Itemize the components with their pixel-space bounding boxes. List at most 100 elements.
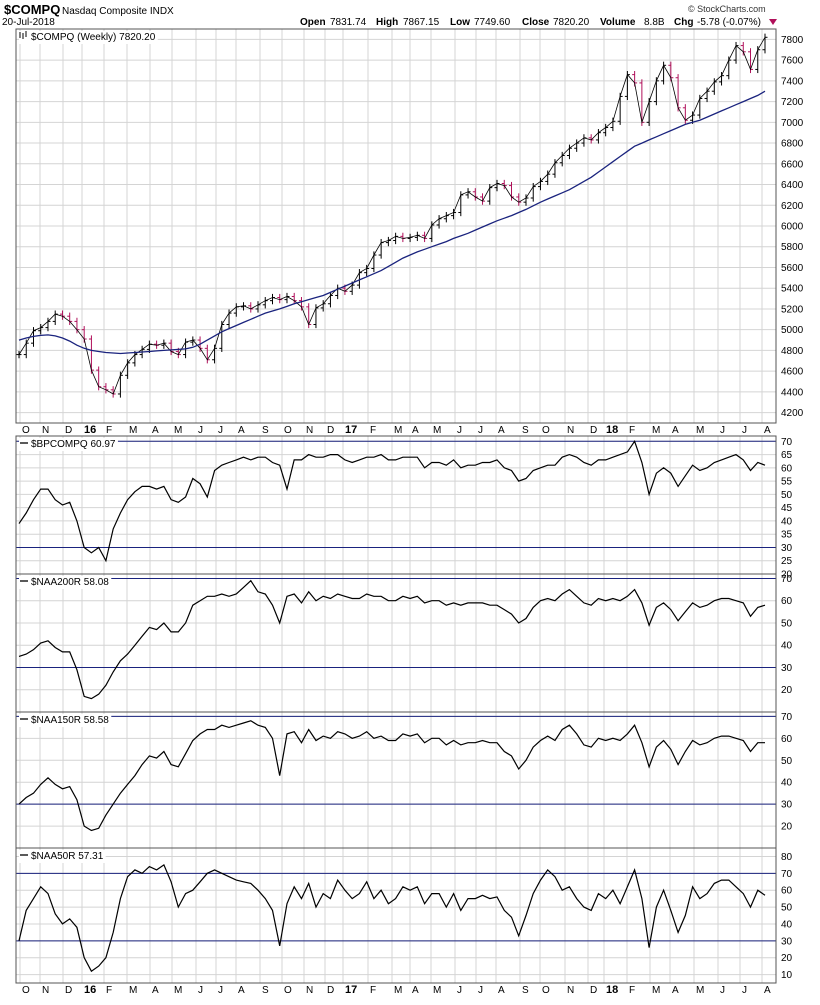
x-tick-label: M	[129, 425, 137, 436]
panel-title: $NAA50R 57.31	[31, 851, 104, 862]
price-bar	[436, 215, 442, 229]
x-tick-label: F	[629, 985, 635, 996]
x-tick-label: O	[542, 985, 550, 996]
y-tick-label: 25	[781, 556, 793, 567]
x-tick-label: J	[720, 425, 725, 436]
y-tick-label: 7600	[781, 56, 804, 67]
close-value: 7820.20	[553, 17, 590, 28]
x-tick-label: D	[327, 985, 334, 996]
panel-frame	[15, 573, 777, 713]
panel-title-backing	[19, 576, 112, 589]
y-tick-label: 7800	[781, 35, 804, 46]
y-tick-label: 30	[781, 543, 793, 554]
panel-title-backing	[19, 714, 112, 727]
x-tick-label: M	[433, 985, 441, 996]
x-tick-label: S	[262, 985, 269, 996]
x-tick-label: J	[198, 425, 203, 436]
y-tick-label: 60	[781, 463, 793, 474]
x-tick-label: F	[629, 425, 635, 436]
x-tick-label: A	[764, 985, 771, 996]
x-tick-label: D	[65, 425, 72, 436]
x-tick-label: J	[457, 985, 462, 996]
price-bar	[610, 117, 616, 132]
x-tick-label: A	[672, 425, 679, 436]
y-tick-label: 7400	[781, 76, 804, 87]
price-bar	[617, 92, 623, 125]
y-tick-label: 40	[781, 919, 793, 930]
price-bar	[588, 134, 594, 144]
price-bar	[284, 292, 290, 304]
x-tick-label: F	[370, 425, 376, 436]
index-name: Nasdaq Composite INDX	[62, 6, 174, 17]
price-bar	[269, 293, 275, 305]
price-bar	[393, 232, 399, 245]
price-bar	[125, 359, 131, 379]
y-tick-label: 10	[781, 970, 793, 981]
indicator-line	[18, 439, 766, 563]
x-tick-label: 17	[345, 424, 357, 436]
x-tick-label: M	[129, 985, 137, 996]
price-bar	[639, 79, 645, 126]
high-value: 7867.15	[403, 17, 440, 28]
x-tick-label: D	[327, 425, 334, 436]
x-tick-label: J	[720, 985, 725, 996]
y-tick-label: 50	[781, 903, 793, 914]
x-tick-label: 16	[84, 424, 96, 436]
x-tick-label: D	[590, 425, 597, 436]
x-tick-label: J	[742, 425, 747, 436]
x-tick-label: 18	[606, 424, 618, 436]
y-tick-label: 70	[781, 437, 793, 448]
x-tick-label: M	[174, 985, 182, 996]
price-bar	[523, 194, 529, 206]
y-tick-label: 5800	[781, 242, 804, 253]
high-label: High	[376, 17, 398, 28]
panel-title-backing	[19, 438, 118, 451]
y-tick-label: 5400	[781, 284, 804, 295]
price-bar	[226, 309, 232, 329]
x-tick-label: A	[238, 425, 245, 436]
price-bar	[719, 72, 725, 86]
y-tick-label: 7000	[781, 118, 804, 129]
x-tick-label: N	[42, 985, 49, 996]
y-tick-label: 60	[781, 596, 793, 607]
x-tick-label: M	[652, 425, 660, 436]
x-tick-label: N	[567, 425, 574, 436]
symbol-title: $COMPQ	[4, 2, 60, 17]
y-tick-label: 60	[781, 734, 793, 745]
chg-label: Chg	[674, 17, 693, 28]
chg-value: -5.78 (-0.07%)	[697, 17, 761, 28]
x-tick-label: A	[152, 425, 159, 436]
x-tick-label: N	[306, 425, 313, 436]
price-bar	[74, 317, 80, 334]
y-tick-label: 4200	[781, 408, 804, 419]
chart-date: 20-Jul-2018	[2, 17, 55, 28]
panel-title-backing	[19, 850, 106, 863]
panel-title: $COMPQ (Weekly) 7820.20	[31, 32, 156, 43]
x-tick-label: M	[696, 425, 704, 436]
price-line	[18, 37, 766, 395]
panel-title: $BPCOMPQ 60.97	[31, 439, 116, 450]
price-bar	[52, 310, 58, 326]
y-tick-label: 35	[781, 530, 793, 541]
x-tick-label: M	[174, 425, 182, 436]
y-tick-label: 6600	[781, 159, 804, 170]
price-bar	[168, 339, 174, 356]
y-tick-label: 20	[781, 953, 793, 964]
price-bar	[38, 323, 44, 335]
brand-label: © StockCharts.com	[688, 4, 766, 14]
price-bar	[23, 339, 29, 359]
y-tick-label: 55	[781, 477, 793, 488]
ohlc-readout: Open 7831.74 High 7867.15 Low 7749.60 Cl…	[300, 17, 777, 28]
x-tick-label: N	[306, 985, 313, 996]
price-bar	[675, 74, 681, 112]
x-tick-label: A	[412, 425, 419, 436]
panel-frame	[15, 28, 777, 424]
x-tick-label: J	[457, 425, 462, 436]
y-tick-label: 5200	[781, 304, 804, 315]
x-tick-label: M	[394, 985, 402, 996]
low-label: Low	[450, 17, 470, 28]
x-tick-label: N	[42, 425, 49, 436]
x-tick-label: A	[152, 985, 159, 996]
